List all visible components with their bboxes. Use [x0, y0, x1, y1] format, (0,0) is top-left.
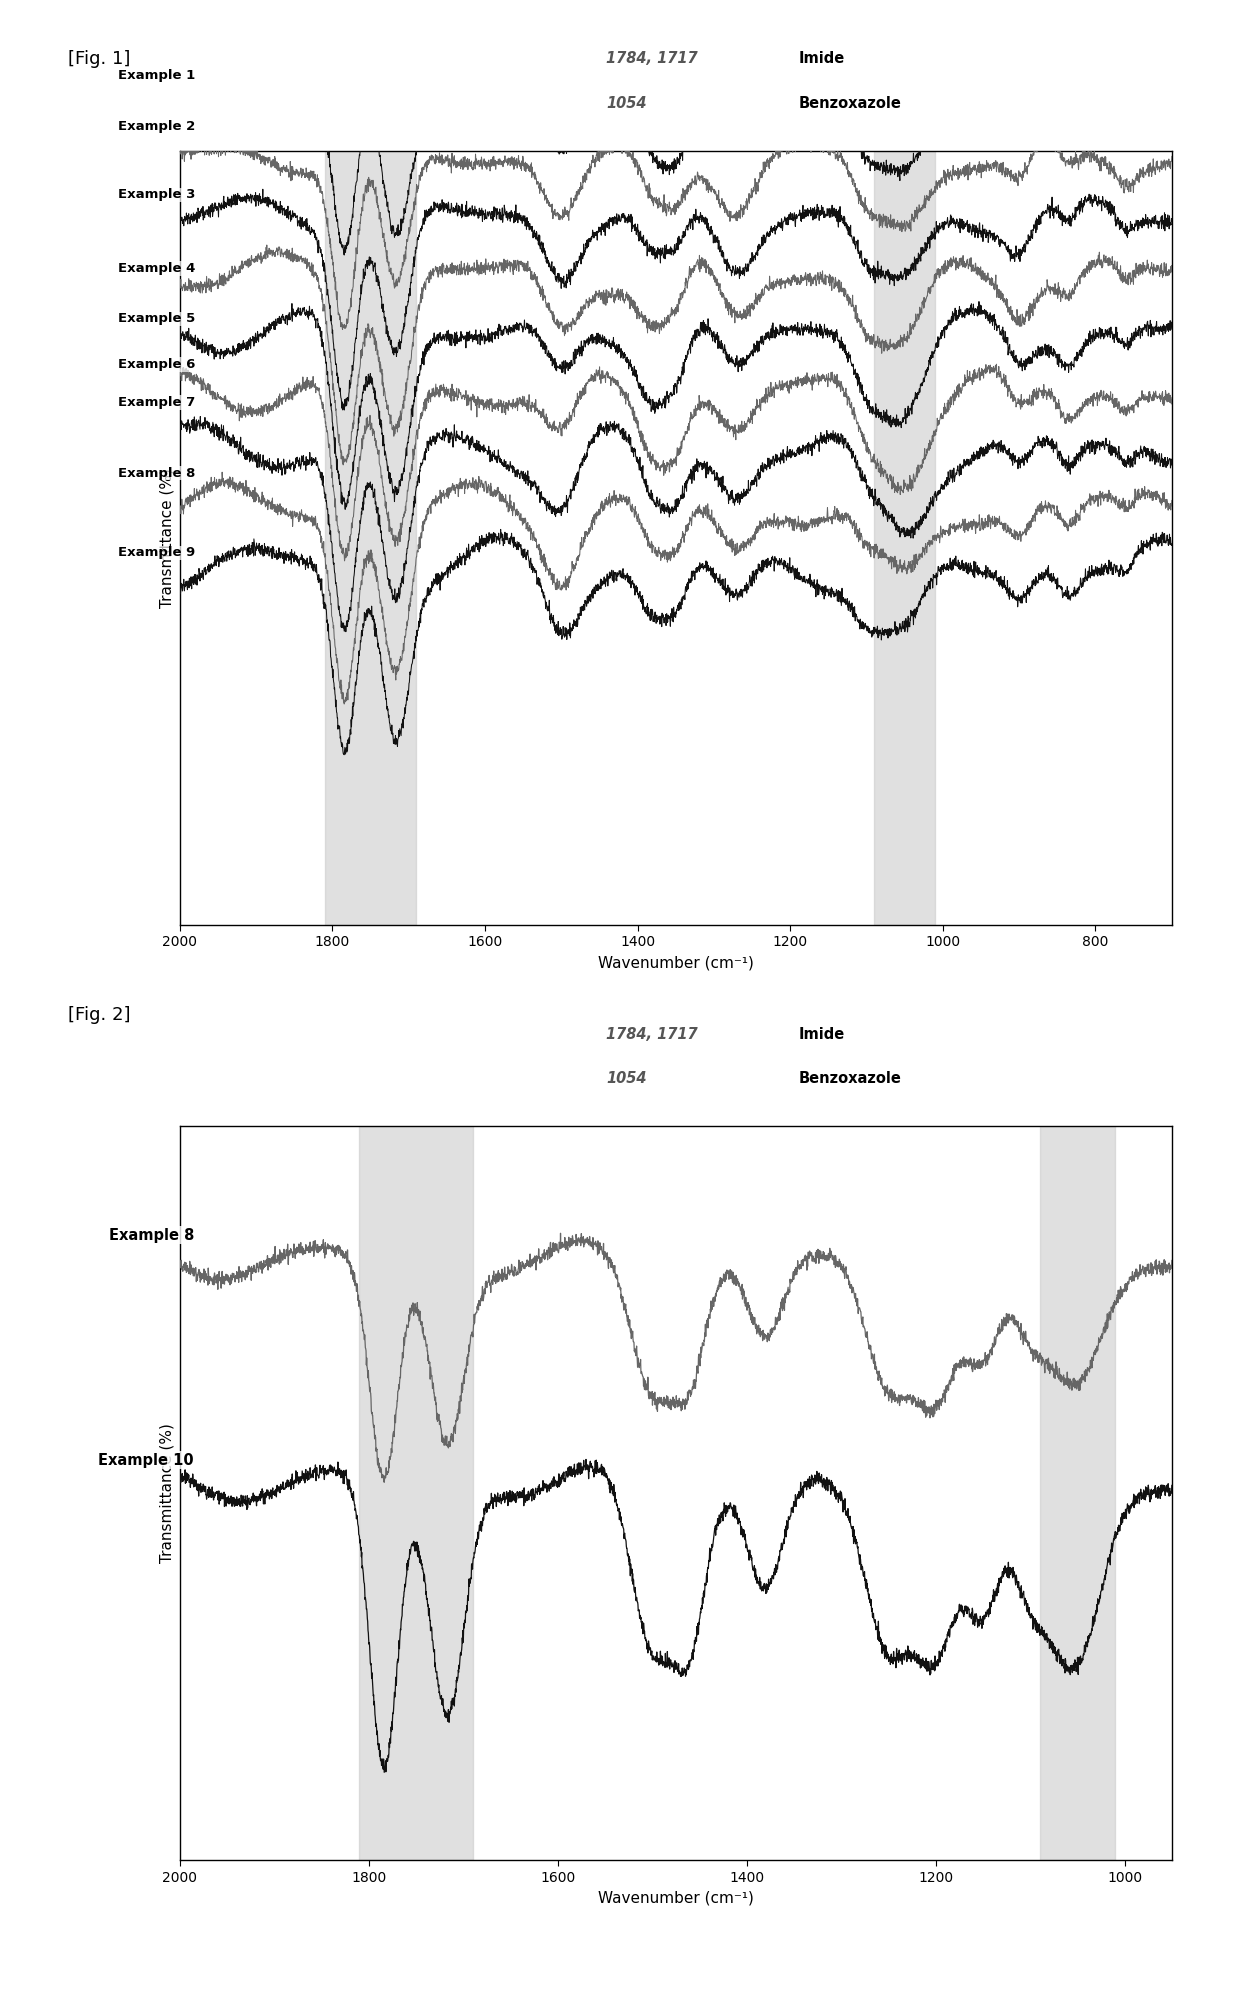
Text: Example 4: Example 4: [118, 261, 195, 276]
Text: Example 5: Example 5: [118, 312, 195, 326]
Text: 1054: 1054: [606, 1072, 647, 1086]
Text: Example 6: Example 6: [118, 358, 195, 372]
Y-axis label: Transmittance (%): Transmittance (%): [159, 1424, 175, 1563]
Text: 1784, 1717: 1784, 1717: [606, 1028, 698, 1042]
Text: Example 3: Example 3: [118, 189, 195, 201]
Y-axis label: Transmittance (%): Transmittance (%): [159, 469, 175, 607]
Bar: [325, 151, 417, 925]
Text: Example 10: Example 10: [98, 1452, 193, 1468]
X-axis label: Wavenumber (cm⁻¹): Wavenumber (cm⁻¹): [598, 955, 754, 969]
Text: Example 7: Example 7: [118, 396, 195, 408]
Text: Example 9: Example 9: [118, 547, 195, 559]
Bar: [874, 151, 935, 925]
Text: [Fig. 1]: [Fig. 1]: [68, 50, 130, 68]
Text: Imide: Imide: [799, 52, 844, 66]
Text: Imide: Imide: [799, 1028, 844, 1042]
Bar: [1039, 1126, 1115, 1860]
Text: 1784, 1717: 1784, 1717: [606, 52, 698, 66]
Bar: [360, 1126, 472, 1860]
Text: Benzoxazole: Benzoxazole: [799, 1072, 901, 1086]
Text: Example 2: Example 2: [118, 121, 195, 133]
Text: [Fig. 2]: [Fig. 2]: [68, 1006, 130, 1024]
Text: Example 1: Example 1: [118, 68, 195, 82]
Text: 1054: 1054: [606, 97, 647, 111]
Text: Example 8: Example 8: [118, 467, 195, 481]
X-axis label: Wavenumber (cm⁻¹): Wavenumber (cm⁻¹): [598, 1890, 754, 1904]
Text: Benzoxazole: Benzoxazole: [799, 97, 901, 111]
Text: Example 8: Example 8: [109, 1227, 193, 1243]
